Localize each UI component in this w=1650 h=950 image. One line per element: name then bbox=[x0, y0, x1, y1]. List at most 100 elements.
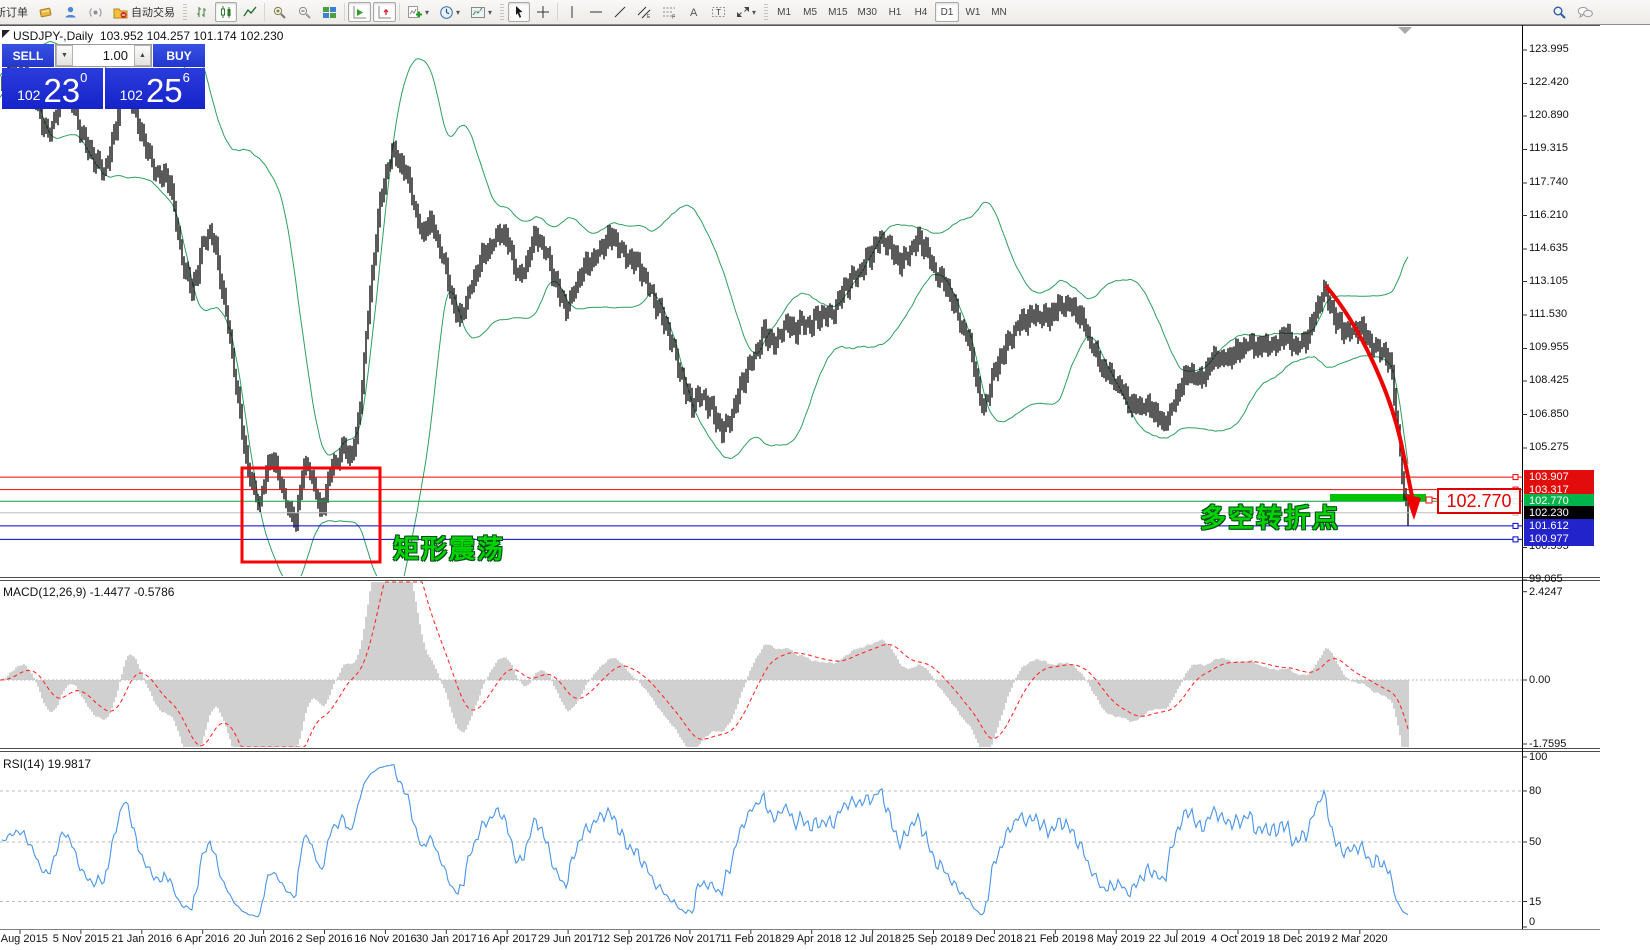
date-label: 16 Apr 2017 bbox=[477, 933, 537, 945]
chevron-down-icon: ▾ bbox=[752, 7, 757, 17]
timeframe-button-m30[interactable]: M30 bbox=[857, 6, 877, 18]
date-label: 12 Sep 2017 bbox=[597, 933, 661, 945]
chart-canvas[interactable] bbox=[0, 25, 1650, 950]
sell-button[interactable]: SELL bbox=[2, 44, 54, 67]
rsi-tick-label: 80 bbox=[1529, 785, 1542, 797]
date-label: 8 May 2019 bbox=[1087, 933, 1145, 945]
timeframe-button-m1[interactable]: M1 bbox=[777, 6, 792, 18]
rsi-panel bbox=[0, 764, 1522, 918]
date-label: 29 Jun 2017 bbox=[537, 933, 599, 945]
toolbar-separator bbox=[557, 3, 559, 21]
timeframe-button-d1[interactable]: D1 bbox=[934, 2, 959, 22]
price-tick-label: 111.530 bbox=[1529, 308, 1568, 320]
main-toolbar: 新订单 自动交易 bbox=[0, 0, 1650, 25]
rsi-tick-label: 50 bbox=[1529, 836, 1542, 848]
crosshair-icon[interactable] bbox=[532, 2, 554, 22]
sell-price-big-figure: 102 bbox=[17, 87, 41, 103]
sell-price-pips: 23 bbox=[43, 72, 81, 109]
indicators-button[interactable]: ▾ bbox=[403, 2, 433, 22]
chevron-down-icon: ▾ bbox=[456, 7, 461, 17]
down-arrow-head bbox=[1405, 494, 1421, 520]
main-price-panel bbox=[0, 40, 1426, 576]
timeframe-button-h1[interactable]: H1 bbox=[888, 6, 902, 18]
price-tick-label: 116.210 bbox=[1529, 208, 1568, 221]
chart-shift-icon[interactable] bbox=[373, 2, 396, 22]
fibonacci-icon[interactable]: F bbox=[658, 2, 681, 22]
candlestick-icon[interactable] bbox=[215, 2, 237, 22]
bar-chart-icon[interactable] bbox=[191, 2, 213, 22]
price-tick-label: 114.635 bbox=[1529, 241, 1568, 254]
buy-price[interactable]: 102 25 6 bbox=[104, 68, 205, 109]
toolbar-grip bbox=[183, 4, 187, 20]
date-label: 25 Sep 2018 bbox=[902, 933, 965, 945]
periods-button[interactable]: ▾ bbox=[435, 2, 464, 22]
sell-price[interactable]: 102 23 0 bbox=[2, 68, 103, 109]
search-icon[interactable] bbox=[1548, 2, 1571, 22]
toolbar-separator bbox=[399, 3, 400, 21]
profile-icon[interactable] bbox=[59, 2, 82, 22]
chart-shift-marker-icon[interactable] bbox=[1398, 27, 1412, 34]
macd-tick-label: 0.00 bbox=[1529, 674, 1551, 686]
svg-text:A: A bbox=[690, 7, 698, 19]
macd-tick-label: -1.7595 bbox=[1529, 738, 1567, 751]
chart-title: USDJPY-,Daily 103.952 104.257 101.174 10… bbox=[13, 29, 283, 43]
auto-scroll-icon[interactable] bbox=[348, 2, 371, 22]
zoom-out-icon[interactable] bbox=[293, 2, 316, 22]
text-label-icon[interactable]: T bbox=[707, 2, 730, 22]
price-tick-label: 106.850 bbox=[1529, 407, 1569, 420]
toolbar-separator bbox=[264, 3, 265, 21]
rectangle-annotation-label: 矩形震荡 bbox=[393, 534, 506, 564]
price-tag-102770[interactable]: 102.770 bbox=[1437, 488, 1521, 514]
timeframe-button-m15[interactable]: M15 bbox=[828, 6, 848, 18]
timeframe-button-h4[interactable]: H4 bbox=[914, 6, 928, 18]
horizontal-line-icon[interactable] bbox=[585, 2, 607, 22]
buy-button[interactable]: BUY bbox=[153, 44, 205, 67]
new-order-button[interactable]: 新订单 bbox=[0, 2, 32, 22]
volume-decrease-button[interactable]: ▼ bbox=[56, 45, 73, 66]
price-tick-label: 109.955 bbox=[1529, 341, 1569, 354]
date-label: 30 Jan 2017 bbox=[416, 933, 477, 945]
macd-histogram bbox=[1, 582, 1409, 747]
templates-button[interactable]: ▾ bbox=[466, 2, 496, 22]
band-upper bbox=[0, 40, 1409, 456]
arrows-button[interactable]: ▾ bbox=[732, 2, 760, 22]
date-label: 6 Apr 2016 bbox=[176, 933, 230, 945]
channel-icon[interactable]: E bbox=[633, 2, 656, 22]
timeframe-button-w1[interactable]: W1 bbox=[965, 6, 981, 18]
chevron-down-icon: ▾ bbox=[488, 7, 493, 17]
timeframe-button-m5[interactable]: M5 bbox=[803, 6, 818, 18]
price-tick-label: 122.420 bbox=[1529, 76, 1569, 89]
price-badge-100.977: 100.977 bbox=[1524, 532, 1594, 547]
volume-increase-button[interactable]: ▲ bbox=[134, 45, 151, 66]
autotrading-button[interactable]: 自动交易 bbox=[109, 2, 179, 22]
indicators-icon bbox=[408, 5, 422, 18]
date-label: 9 Dec 2018 bbox=[966, 933, 1023, 945]
macd-panel bbox=[0, 581, 1522, 747]
rsi-tick-label: 100 bbox=[1529, 751, 1548, 763]
support-zone-bar bbox=[1330, 494, 1426, 501]
macd-tick-label: 2.4247 bbox=[1529, 585, 1563, 598]
price-tick-label: 108.425 bbox=[1529, 374, 1569, 387]
chat-icon[interactable] bbox=[1573, 2, 1598, 22]
trend-line-icon[interactable] bbox=[609, 2, 631, 22]
zoom-in-icon[interactable] bbox=[268, 2, 291, 22]
volume-input[interactable] bbox=[73, 45, 134, 66]
gold-doc-icon[interactable] bbox=[34, 2, 57, 22]
chevron-down-icon: ▾ bbox=[425, 7, 430, 17]
one-click-toggle-icon[interactable] bbox=[2, 30, 10, 38]
volume-stepper: ▼ ▲ bbox=[55, 44, 152, 67]
price-tick-label: 105.275 bbox=[1529, 440, 1569, 453]
text-icon[interactable]: A bbox=[683, 2, 705, 22]
tile-windows-icon[interactable] bbox=[318, 2, 341, 22]
signal-icon[interactable] bbox=[84, 2, 107, 22]
down-arrow-annotation bbox=[1324, 284, 1414, 497]
chart-window: USDJPY-,Daily 103.952 104.257 101.174 10… bbox=[0, 25, 1650, 950]
ohlc-values: 103.952 104.257 101.174 102.230 bbox=[99, 29, 284, 43]
rectangle-annotation bbox=[240, 466, 382, 564]
pivot-annotation-label: 多空转折点 bbox=[1200, 503, 1341, 533]
cursor-icon[interactable] bbox=[508, 2, 531, 22]
line-chart-icon[interactable] bbox=[239, 2, 261, 22]
timeframe-button-mn[interactable]: MN bbox=[991, 6, 1007, 18]
date-label: 11 Feb 2018 bbox=[720, 933, 782, 945]
vertical-line-icon[interactable] bbox=[561, 2, 583, 22]
